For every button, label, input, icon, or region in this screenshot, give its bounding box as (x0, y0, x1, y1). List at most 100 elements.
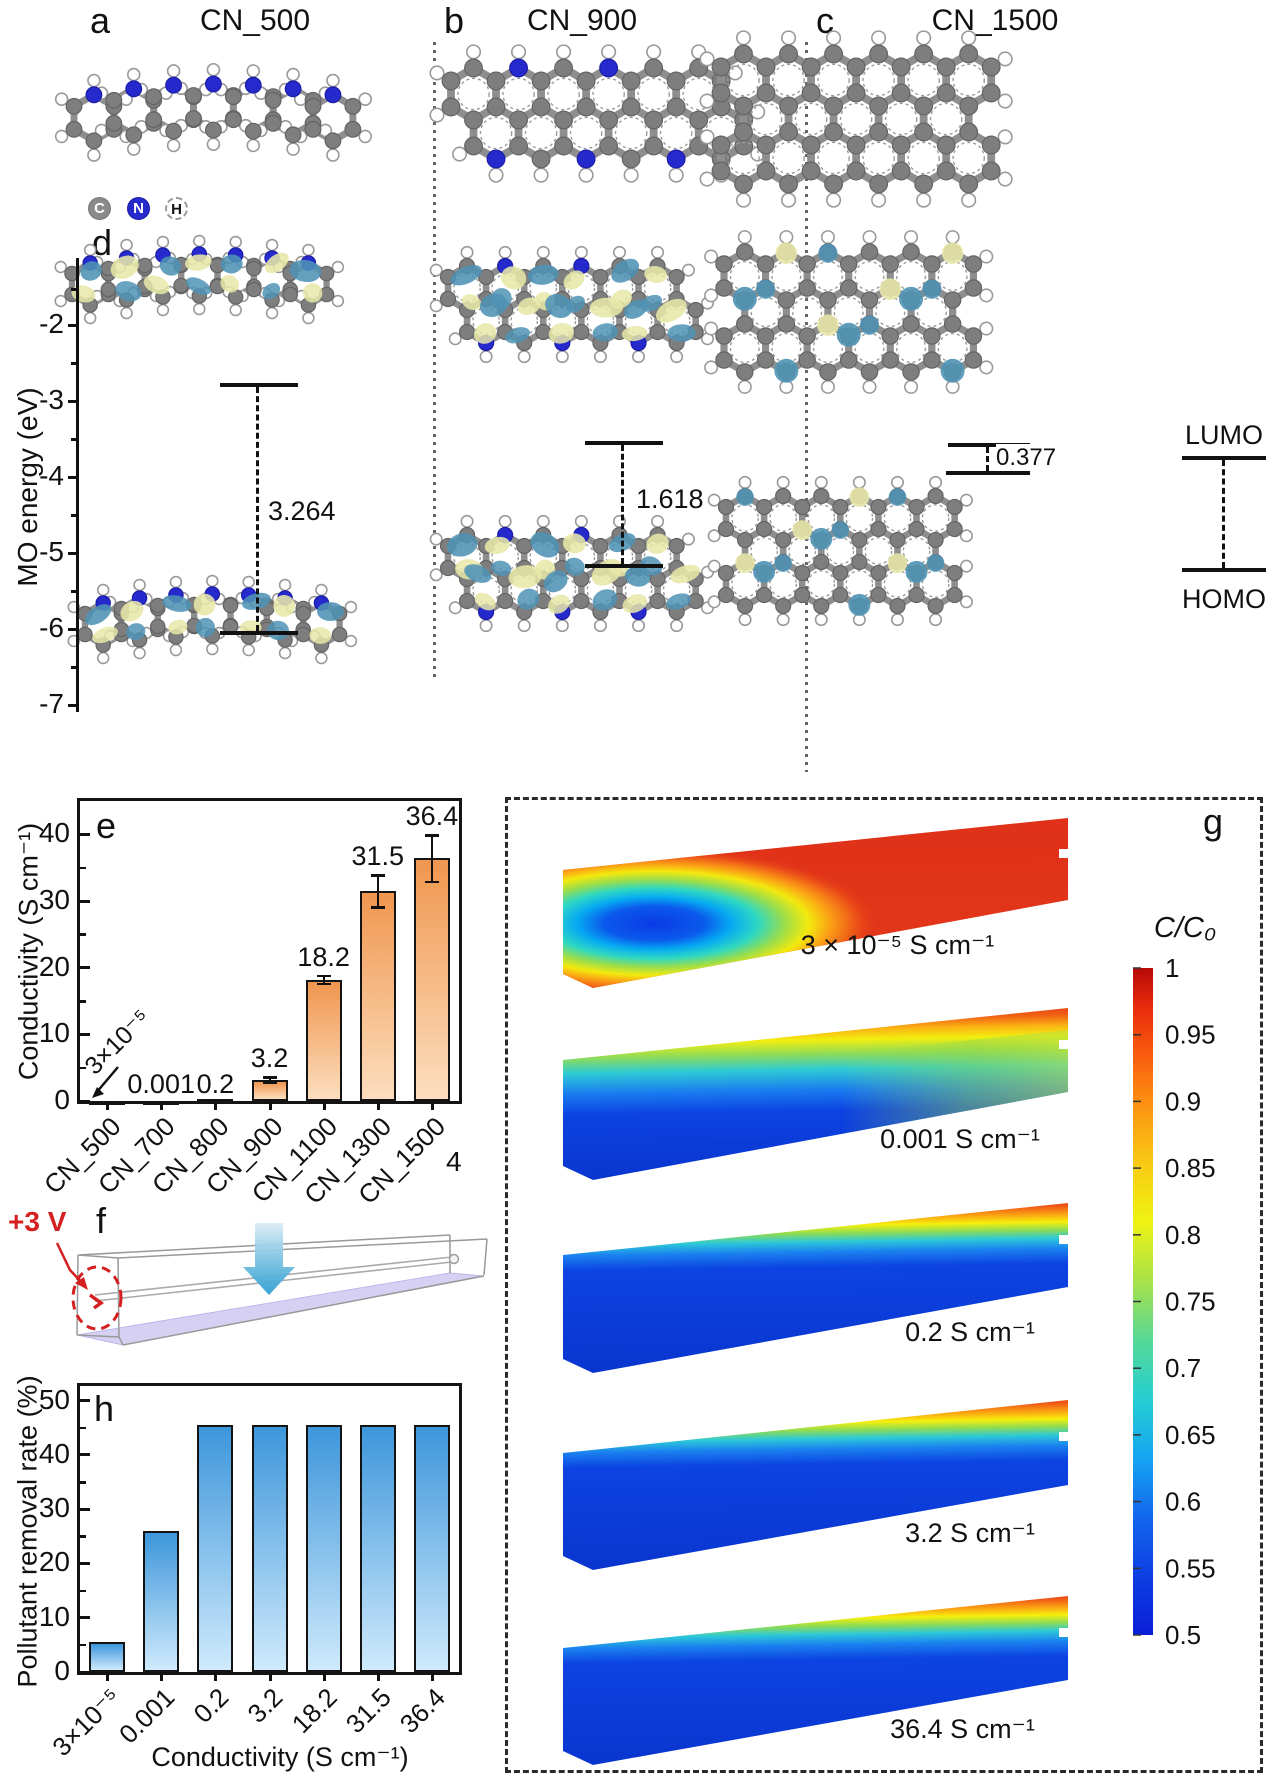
hydrogen-atom (670, 350, 684, 364)
lumo-ref-line (1182, 456, 1266, 460)
mo-axis-tick (68, 399, 79, 403)
carbon-atom (881, 255, 900, 273)
carbon-atom (441, 71, 461, 91)
hydrogen-atom (229, 303, 242, 317)
mo-axis-tick-label: -4 (39, 460, 64, 491)
carbon-atom (576, 97, 596, 117)
carbon-atom (779, 174, 798, 194)
orbital-lobe (922, 279, 942, 299)
y-tick (80, 899, 90, 903)
carbon-atom (777, 291, 796, 309)
carbon-atom (734, 174, 753, 194)
hydrogen-atom (54, 260, 67, 274)
orbital-lobe (899, 286, 924, 311)
hydrogen-atom (344, 600, 358, 614)
flow-arrow (243, 1223, 295, 1295)
hydrogen-atom (166, 64, 181, 78)
hydrogen-atom (814, 475, 828, 489)
carbon-atom (173, 277, 189, 294)
hydrogen-atom (871, 192, 887, 208)
x-tick (106, 1101, 110, 1110)
hydrogen-atom (326, 148, 340, 162)
y-tick-label: 10 (38, 1017, 70, 1049)
annotation-arrow (92, 1066, 119, 1098)
carbon-atom (717, 586, 735, 604)
orbital-lobe (849, 487, 870, 507)
aromatic-ring (794, 102, 828, 136)
bar (143, 1530, 180, 1672)
bar (305, 979, 342, 1101)
mo-axis-minor-tick (71, 438, 79, 441)
orbital-lobe (562, 533, 586, 554)
orbital-lobe (941, 242, 964, 264)
colorbar (1133, 968, 1153, 1635)
carbon-atom (304, 97, 322, 115)
hydrogen-atom (302, 311, 315, 325)
carbon-atom (668, 268, 685, 286)
carbon-atom (860, 243, 879, 261)
colorbar-tick-label: 0.9 (1165, 1086, 1201, 1116)
orbital-lobe (666, 593, 691, 610)
hydrogen-atom (776, 475, 790, 489)
x-tick (268, 1101, 272, 1110)
hydrogen-atom (738, 475, 752, 489)
hydrogen-atom (776, 613, 790, 627)
hydrogen-atom (820, 230, 835, 245)
hydrogen-atom (681, 532, 695, 546)
mo-axis-tick (68, 551, 79, 555)
orbital-lobe (184, 254, 212, 271)
hydrogen-atom (735, 192, 752, 208)
orbital-lobe (474, 592, 496, 611)
hydrogen-atom (555, 619, 569, 633)
carbon-atom (711, 161, 731, 181)
carbon-atom (819, 363, 837, 381)
contour-plots: 1 0.95 0.9 0.85 0.8 0.75 0.7 0.65 0.6 0.55 0.5 (563, 818, 1216, 1765)
orbital-lobe (220, 275, 240, 293)
hydrogen-atom (331, 294, 345, 308)
hydrogen-atom (997, 171, 1013, 187)
orbital-lobe (508, 565, 542, 589)
bar (89, 1642, 126, 1672)
carbon-atom (824, 122, 844, 142)
hydrogen-atom (429, 65, 445, 81)
carbon-atom (756, 57, 776, 77)
removal-rate-chart: h 0 10 20 30 40 50 3×10⁻⁵ 0.001 0.2 3.2 18.2 31.5 36… (39, 1383, 462, 1762)
aromatic-ring (895, 260, 927, 292)
hydrogen-atom (265, 238, 279, 252)
mo-axis-tick (68, 627, 79, 631)
hydrogen-atom (358, 92, 372, 106)
hydrogen-atom (959, 529, 973, 543)
carbon-atom (689, 110, 709, 130)
orbital-lobe (262, 283, 281, 300)
hydrogen-atom (704, 249, 719, 264)
carbon-atom (344, 120, 362, 138)
orbital-lobe (818, 243, 838, 263)
colorbar-tick-label: 0.65 (1165, 1420, 1216, 1450)
aromatic-ring (592, 77, 625, 111)
orbital-lobe (646, 533, 669, 554)
hydrogen-atom (206, 62, 221, 77)
carbon-atom (914, 174, 934, 194)
x-category-label: 0.001 (113, 1682, 181, 1750)
carbon-atom (649, 323, 666, 341)
orbital-lobe (473, 323, 497, 344)
aromatic-ring (921, 504, 950, 532)
carbon-atom (573, 592, 590, 610)
aromatic-ring (845, 570, 874, 598)
channel-floor (76, 1272, 485, 1346)
carbon-atom (824, 44, 844, 64)
aromatic-ring (902, 537, 931, 565)
hydrogen-atom (959, 559, 973, 573)
gap-dash-cn900 (621, 445, 624, 564)
bar (359, 891, 396, 1101)
panel-b-label: b (444, 0, 465, 41)
hydrogen-atom (536, 245, 550, 259)
hydrogen-atom (929, 475, 943, 489)
contour-1 (563, 818, 1069, 988)
hydrogen-atom (479, 619, 493, 633)
aromatic-ring (614, 116, 648, 150)
hydrogen-atom (961, 30, 977, 46)
carbon-atom (439, 290, 457, 308)
lumo-level-cn500 (220, 383, 298, 387)
hydrogen-atom (699, 171, 715, 187)
